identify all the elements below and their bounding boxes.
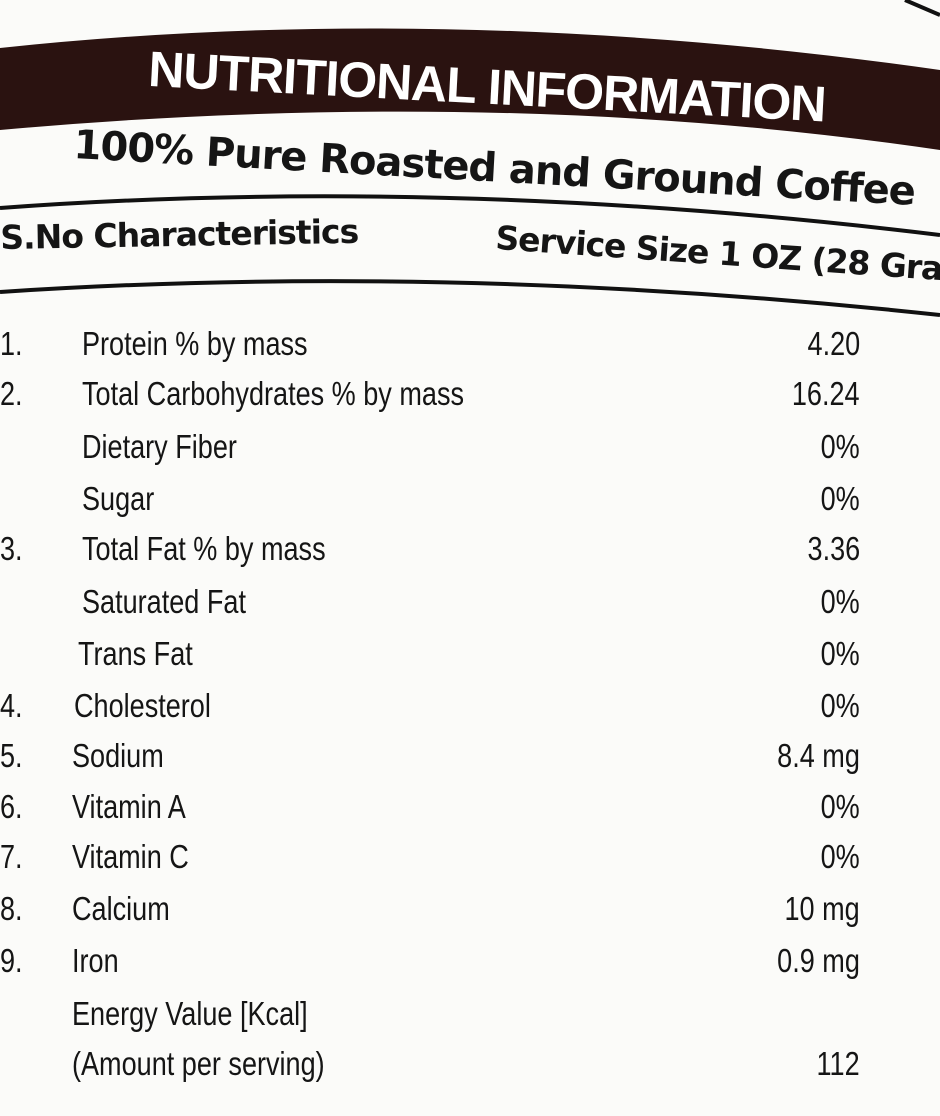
table-row: 7. Vitamin C 0% — [0, 838, 940, 888]
row-value: 8.4 mg — [777, 737, 860, 774]
row-number: 3. — [0, 530, 23, 567]
table-row: Energy Value [Kcal] — [0, 995, 940, 1045]
row-value: 0% — [820, 583, 860, 620]
row-characteristic: Dietary Fiber — [82, 428, 237, 465]
row-characteristic: Saturated Fat — [82, 583, 246, 620]
row-characteristic: (Amount per serving) — [72, 1045, 325, 1082]
row-number: 6. — [0, 788, 23, 825]
row-number: 2. — [0, 375, 23, 412]
table-row: 6. Vitamin A 0% — [0, 788, 940, 838]
row-characteristic: Total Fat % by mass — [82, 530, 326, 567]
row-characteristic: Trans Fat — [78, 635, 193, 672]
row-number: 9. — [0, 942, 23, 979]
table-row: Trans Fat 0% — [0, 635, 940, 685]
row-value: 0% — [820, 480, 860, 517]
row-characteristic: Protein % by mass — [82, 325, 308, 362]
table-row: 8. Calcium 10 mg — [0, 890, 940, 940]
row-value: 112 — [816, 1045, 860, 1082]
row-characteristic: Energy Value [Kcal] — [72, 995, 308, 1032]
row-characteristic: Vitamin A — [72, 788, 186, 825]
row-characteristic: Calcium — [72, 890, 170, 927]
table-row: (Amount per serving) 112 — [0, 1045, 940, 1095]
row-value: 0% — [820, 687, 860, 724]
table-row: 2. Total Carbohydrates % by mass 16.24 — [0, 375, 940, 425]
row-value: 3.36 — [807, 530, 860, 567]
row-value: 4.20 — [807, 325, 860, 362]
row-value: 0.9 mg — [777, 942, 860, 979]
row-characteristic: Sodium — [72, 737, 164, 774]
table-row: Saturated Fat 0% — [0, 583, 940, 633]
header-bottom-rule — [0, 279, 940, 317]
table-row: Sugar 0% — [0, 480, 940, 530]
table-row: Dietary Fiber 0% — [0, 428, 940, 478]
row-characteristic: Cholesterol — [74, 687, 211, 724]
table-row: 1. Protein % by mass 4.20 — [0, 325, 940, 375]
table-row: 4. Cholesterol 0% — [0, 687, 940, 737]
table-row: 3. Total Fat % by mass 3.36 — [0, 530, 940, 580]
title-banner — [0, 28, 940, 150]
table-row: 5. Sodium 8.4 mg — [0, 737, 940, 787]
row-value: 0% — [820, 788, 860, 825]
row-number: 5. — [0, 737, 23, 774]
row-number: 7. — [0, 838, 23, 875]
row-characteristic: Vitamin C — [72, 838, 189, 875]
row-number: 1. — [0, 325, 23, 362]
column-header-characteristics: S.No Characteristics — [0, 211, 359, 257]
header-top-rule — [0, 194, 940, 237]
row-number: 4. — [0, 687, 23, 724]
row-characteristic: Sugar — [82, 480, 155, 517]
row-value: 0% — [820, 838, 860, 875]
row-value: 10 mg — [784, 890, 860, 927]
corner-rule — [904, 0, 940, 17]
row-characteristic: Iron — [72, 942, 119, 979]
row-value: 16.24 — [792, 375, 860, 412]
row-value: 0% — [820, 428, 860, 465]
row-value: 0% — [820, 635, 860, 672]
table-row: 9. Iron 0.9 mg — [0, 942, 940, 992]
row-characteristic: Total Carbohydrates % by mass — [82, 375, 465, 412]
row-number: 8. — [0, 890, 23, 927]
